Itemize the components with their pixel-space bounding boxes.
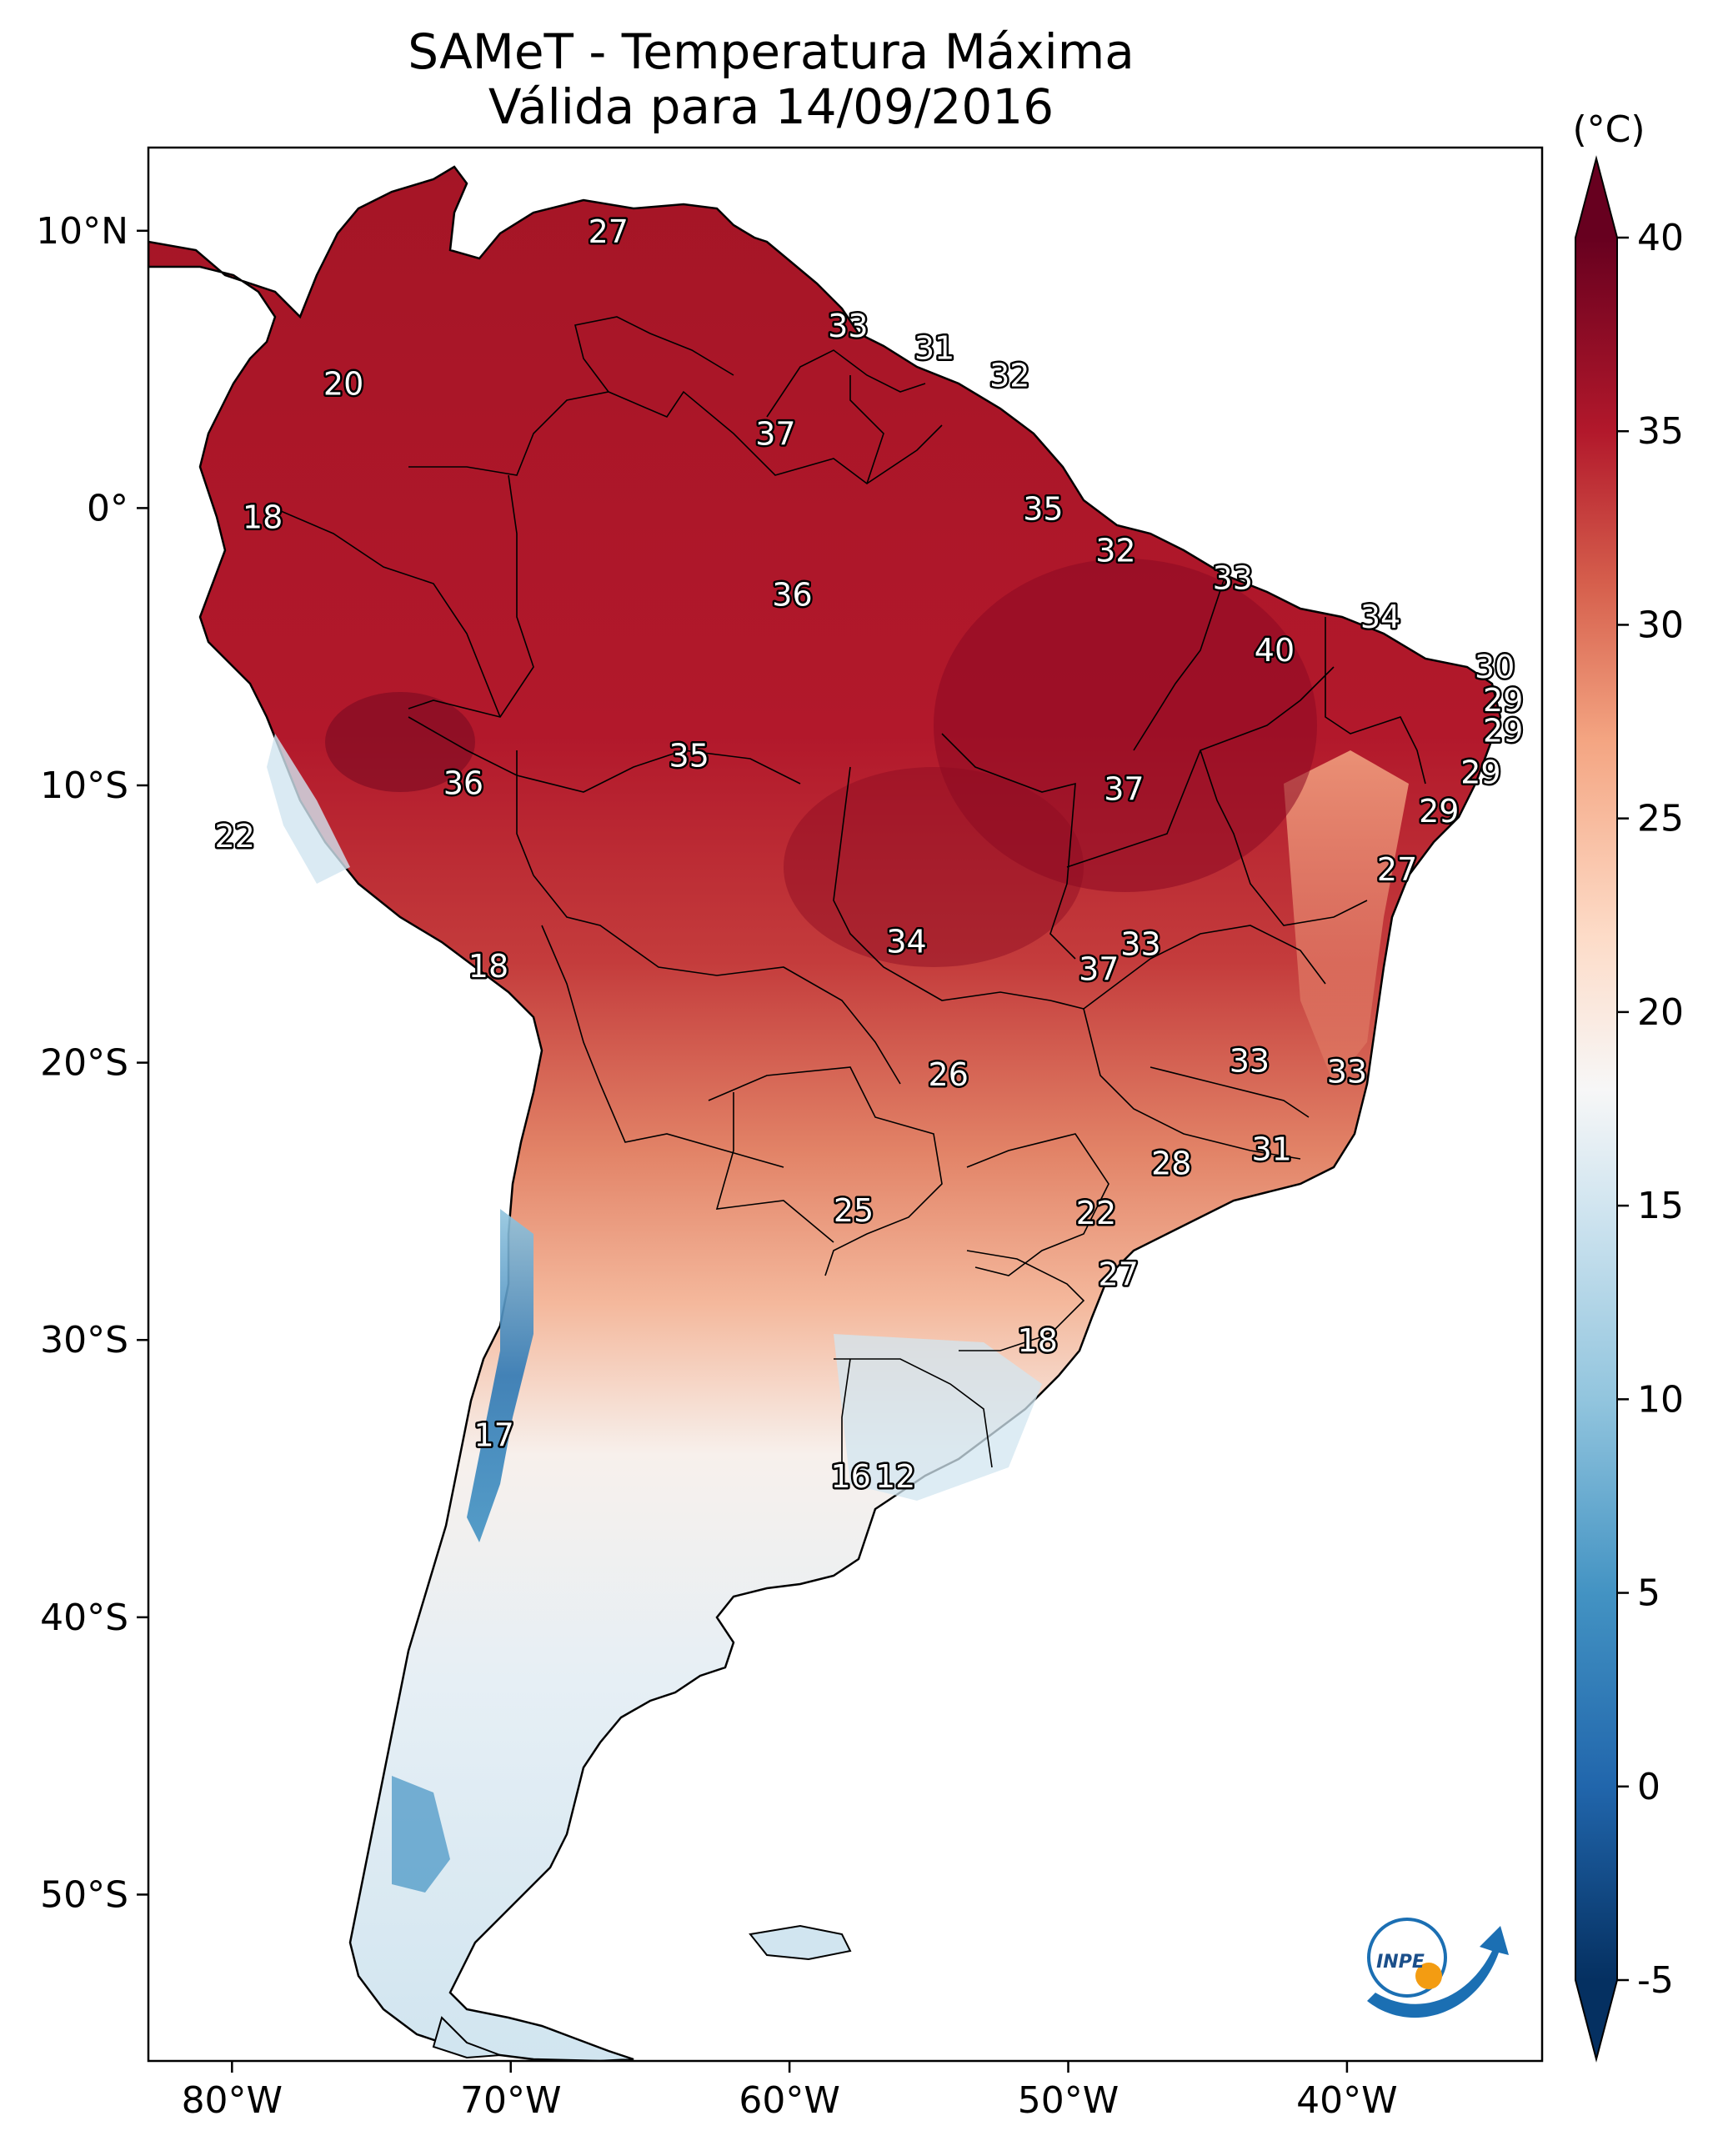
- temperature-label: 37: [755, 416, 795, 453]
- temperature-label: 40: [1255, 632, 1295, 669]
- temperature-label: 33: [1327, 1054, 1367, 1091]
- temperature-label: 33: [1120, 926, 1160, 963]
- colorbar: 40 35 30 25 20 15 10 5 0 -5 (°C): [1572, 108, 1684, 2063]
- atlantic-coast-zone: [1284, 750, 1409, 1084]
- temperature-label: 29: [1483, 712, 1523, 749]
- temperature-label: 28: [1151, 1145, 1191, 1181]
- temperature-label: 22: [214, 818, 254, 855]
- lon-tick-label: 70°W: [460, 2079, 562, 2122]
- lat-tick-label: 0°: [87, 487, 128, 529]
- colorbar-tick-label: 5: [1637, 1572, 1660, 1615]
- tierra-del-fuego: [432, 2016, 501, 2059]
- temperature-label: 31: [1251, 1131, 1291, 1168]
- lat-tick-label: 10°N: [36, 210, 128, 253]
- temperature-label: 29: [1419, 793, 1459, 830]
- colorbar-body: [1575, 155, 1618, 2063]
- temperature-label: 20: [323, 366, 363, 403]
- temperature-label: 36: [443, 765, 483, 802]
- temperature-label: 29: [1483, 682, 1523, 719]
- lon-tick-label: 40°W: [1296, 2079, 1398, 2122]
- temperature-label: 34: [1360, 599, 1400, 635]
- temperature-label: 36: [772, 577, 812, 614]
- colorbar-tick-label: -5: [1637, 1959, 1674, 2002]
- temperature-label: 32: [1095, 532, 1135, 569]
- hot-core-central: [784, 767, 1084, 967]
- map-layer: [148, 148, 1542, 2061]
- lat-tick-label: 10°S: [40, 765, 128, 807]
- temperature-label: 33: [828, 308, 868, 344]
- temperature-label: 34: [886, 923, 926, 960]
- temperature-label: 26: [929, 1056, 969, 1093]
- chart-title: SAMeT - Temperatura Máxima: [408, 23, 1134, 80]
- temperature-label: 35: [1023, 490, 1063, 527]
- lon-tick-label: 80°W: [182, 2079, 283, 2122]
- temperature-label: 16: [831, 1458, 871, 1495]
- peru-coast-cool: [267, 734, 350, 884]
- inpe-logo: INPE: [1367, 1918, 1509, 2018]
- temperature-label: 31: [914, 329, 954, 366]
- temperature-label: 27: [1099, 1256, 1139, 1292]
- lon-tick-label: 50°W: [1018, 2079, 1119, 2122]
- lon-tick-label: 60°W: [739, 2079, 840, 2122]
- temperature-label: 33: [1230, 1042, 1270, 1079]
- logo-text: INPE: [1376, 1952, 1425, 1973]
- temperature-label: 35: [669, 737, 709, 774]
- temperature-label: 27: [1377, 851, 1417, 888]
- temperature-label: 37: [1079, 951, 1119, 988]
- latitude-axis: 10°N 0° 10°S 20°S 30°S 40°S 50°S: [36, 210, 148, 1916]
- temperature-label: 18: [1018, 1322, 1058, 1359]
- colorbar-tick-label: 30: [1637, 604, 1684, 646]
- colorbar-tick-label: 35: [1637, 410, 1684, 453]
- colorbar-tick-label: 0: [1637, 1766, 1660, 1808]
- falkland-islands: [749, 1924, 852, 1961]
- temperature-label: 30: [1475, 649, 1515, 685]
- patagonian-ice: [392, 1776, 450, 1893]
- temperature-label: 29: [1460, 754, 1500, 790]
- temperature-label: 32: [989, 358, 1029, 394]
- chart-subtitle: Válida para 14/09/2016: [488, 78, 1054, 135]
- temperature-label: 33: [1213, 560, 1253, 597]
- temperature-label: 25: [834, 1192, 874, 1229]
- temperature-label: 18: [468, 948, 508, 985]
- temperature-label: 27: [589, 213, 629, 250]
- temperature-label: 22: [1076, 1195, 1116, 1231]
- lat-tick-label: 40°S: [40, 1597, 128, 1639]
- colorbar-tick-label: 40: [1637, 217, 1684, 259]
- country-borders: [274, 316, 1426, 1484]
- longitude-axis: 80°W 70°W 60°W 50°W 40°W: [182, 2061, 1398, 2122]
- hot-core-peru: [325, 692, 475, 792]
- colorbar-unit: (°C): [1572, 108, 1645, 151]
- uruguay-cool-zone: [834, 1334, 1042, 1501]
- temperature-label: 12: [875, 1458, 915, 1495]
- temperature-label: 17: [473, 1416, 513, 1453]
- logo-swoosh: [1367, 1926, 1509, 2018]
- colorbar-tick-label: 20: [1637, 991, 1684, 1034]
- temperature-label: 37: [1104, 770, 1144, 807]
- logo-sun: [1415, 1963, 1442, 1989]
- temperature-label: 18: [243, 499, 283, 535]
- colorbar-tick-label: 25: [1637, 798, 1684, 840]
- colorbar-tick-label: 15: [1637, 1185, 1684, 1227]
- lat-tick-label: 20°S: [40, 1042, 128, 1085]
- map-frame: [147, 146, 1544, 2063]
- andes-cold-band: [467, 1209, 533, 1542]
- colorbar-tick-label: 10: [1637, 1378, 1684, 1421]
- lat-tick-label: 50°S: [40, 1873, 128, 1916]
- lat-tick-label: 30°S: [40, 1319, 128, 1361]
- colorbar-ticks: 40 35 30 25 20 15 10 5 0 -5: [1617, 217, 1684, 2002]
